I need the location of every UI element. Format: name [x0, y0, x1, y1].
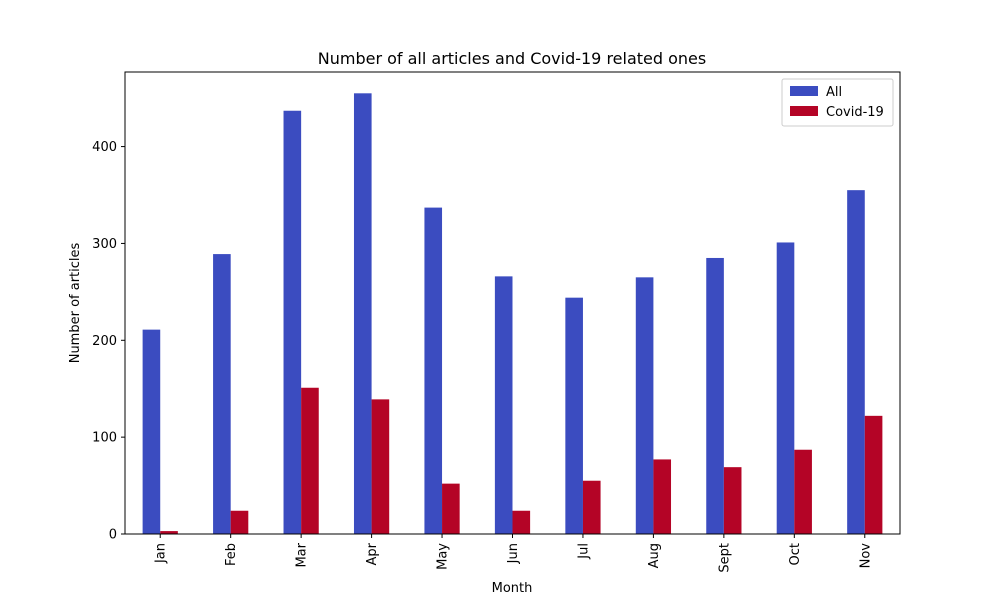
x-tick-label: Sept	[717, 543, 732, 573]
bar-all-nov	[847, 190, 865, 535]
x-tick-label: Apr	[365, 542, 380, 565]
legend-swatch-all	[790, 86, 818, 96]
y-tick-label: 0	[109, 528, 117, 543]
x-tick-label: Feb	[224, 543, 239, 566]
legend-label-all: All	[826, 85, 842, 100]
bar-covid-19-jun	[512, 510, 531, 534]
x-tick-label: Mar	[295, 542, 310, 567]
x-tick-label: Jul	[576, 543, 591, 560]
x-tick-label: Jun	[506, 543, 521, 564]
y-axis-label: Number of articles	[68, 242, 83, 363]
y-tick-label: 400	[92, 140, 117, 155]
bar-covid-19-mar	[301, 387, 319, 534]
bar-covid-19-aug	[653, 459, 672, 534]
bar-covid-19-feb	[230, 510, 249, 534]
bar-all-aug	[635, 277, 654, 534]
x-tick-label: Jan	[154, 543, 169, 564]
plot-area: 0 100 200 300 400 Jan Feb Mar Apr May Jun Jul Aug Sep…	[92, 71, 901, 573]
bar-all-apr	[353, 93, 372, 535]
bar-all-jan	[142, 329, 161, 534]
bar-covid-19-jan	[160, 531, 178, 534]
x-tick-label: May	[436, 543, 451, 570]
bar-all-mar	[283, 110, 302, 535]
bar-all-jun	[494, 276, 513, 534]
x-tick-label: Oct	[788, 543, 803, 565]
bar-all-feb	[213, 254, 231, 534]
bar-all-sept	[706, 257, 724, 534]
bar-all-jul	[565, 297, 583, 534]
bar-covid-19-oct	[794, 449, 812, 534]
y-tick-label: 300	[92, 237, 117, 252]
chart-title: Number of all articles and Covid-19 rela…	[318, 49, 706, 68]
legend: All Covid-19	[781, 78, 894, 127]
bar-covid-19-apr	[371, 399, 390, 534]
x-tick-label: Aug	[647, 543, 662, 568]
x-tick-label: Nov	[858, 543, 873, 569]
legend-swatch-covid-19	[790, 106, 818, 116]
y-tick-label: 100	[92, 431, 117, 446]
legend-label-covid-19: Covid-19	[826, 105, 884, 120]
bar-covid-19-sept	[723, 467, 742, 534]
bar-covid-19-jul	[582, 480, 601, 534]
bar-all-oct	[776, 242, 795, 535]
bar-covid-19-nov	[864, 415, 883, 534]
bar-all-may	[424, 207, 443, 535]
y-tick-label: 200	[92, 334, 117, 349]
x-axis-label: Month	[492, 581, 533, 596]
bar-covid-19-may	[442, 483, 460, 534]
